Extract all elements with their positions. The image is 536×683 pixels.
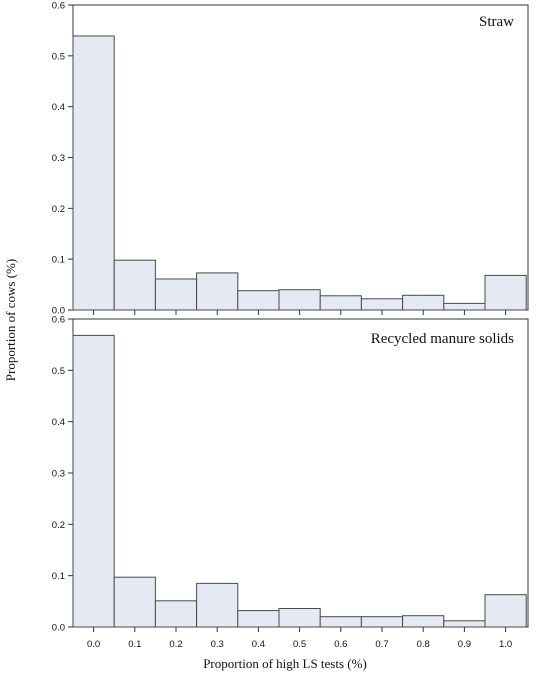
bar-0.6 <box>319 295 362 311</box>
y-tick-label: 0.1 <box>52 571 65 582</box>
x-axis: 0.0 0.1 0.2 0.3 0.4 0.5 0.6 0.7 0.8 0.9 1.0 <box>87 639 512 650</box>
x-tick-label: 0.8 <box>417 639 430 650</box>
y-tick-label: 0.5 <box>52 366 65 377</box>
x-tick-label: 0.3 <box>211 639 224 650</box>
bar-1.0 <box>484 594 527 628</box>
bar-0.4 <box>237 290 280 311</box>
bar-0.8 <box>402 615 445 628</box>
x-tick-label: 0.7 <box>375 639 388 650</box>
panel-straw: 0.0 0.1 0.2 0.3 0.4 0.5 0.6 Straw <box>52 1 529 317</box>
bar-0.2 <box>154 600 198 628</box>
x-axis-label: Proportion of high LS tests (%) <box>203 656 367 671</box>
bar-0.5 <box>278 289 321 311</box>
x-tick-label: 0.5 <box>293 639 306 650</box>
panel-title: Recycled manure solids <box>371 331 514 347</box>
bar-1.0 <box>484 274 527 311</box>
y-axis-label: Proportion of cows (%) <box>3 259 18 381</box>
y-tick-label: 0.2 <box>52 204 65 215</box>
bar-0.0 <box>72 35 115 311</box>
bar-0.9 <box>443 302 486 311</box>
y-tick-label: 0.3 <box>52 469 65 480</box>
bar-0.4 <box>237 610 280 628</box>
x-tick-label: 0.9 <box>458 639 471 650</box>
bar-0.9 <box>443 620 486 628</box>
y-tick-label: 0.4 <box>52 102 65 113</box>
x-tick-label: 1.0 <box>499 639 512 650</box>
bar-0.1 <box>113 576 156 628</box>
bar-0.7 <box>360 616 404 628</box>
panel-recycled-manure-solids: 0.0 0.1 0.2 0.3 0.4 0.5 0.6 Recycled manure sol… <box>52 315 529 634</box>
x-tick-label: 0.2 <box>169 639 182 650</box>
y-tick-label: 0.0 <box>52 623 65 634</box>
bar-0.3 <box>196 272 239 311</box>
y-tick-label: 0.6 <box>52 1 65 12</box>
bar-0.5 <box>278 608 321 628</box>
y-tick-label: 0.6 <box>52 315 65 326</box>
bar-0.1 <box>113 259 156 311</box>
y-tick-label: 0.5 <box>52 51 65 62</box>
x-tick-label: 0.4 <box>252 639 265 650</box>
bar-0.8 <box>402 294 445 311</box>
y-tick-label: 0.0 <box>52 306 65 317</box>
x-tick-label: 0.6 <box>334 639 347 650</box>
x-tick-label: 0.0 <box>87 639 100 650</box>
bar-0.0 <box>72 334 115 628</box>
x-tick-label: 0.1 <box>128 639 141 650</box>
y-tick-label: 0.1 <box>52 255 65 266</box>
bar-0.7 <box>360 298 404 311</box>
y-tick-label: 0.4 <box>52 417 65 428</box>
bar-0.2 <box>154 278 198 311</box>
bar-0.3 <box>196 582 239 628</box>
y-tick-label: 0.2 <box>52 520 65 531</box>
panel-title: Straw <box>479 14 514 30</box>
y-tick-label: 0.3 <box>52 153 65 164</box>
bar-0.6 <box>319 616 362 628</box>
